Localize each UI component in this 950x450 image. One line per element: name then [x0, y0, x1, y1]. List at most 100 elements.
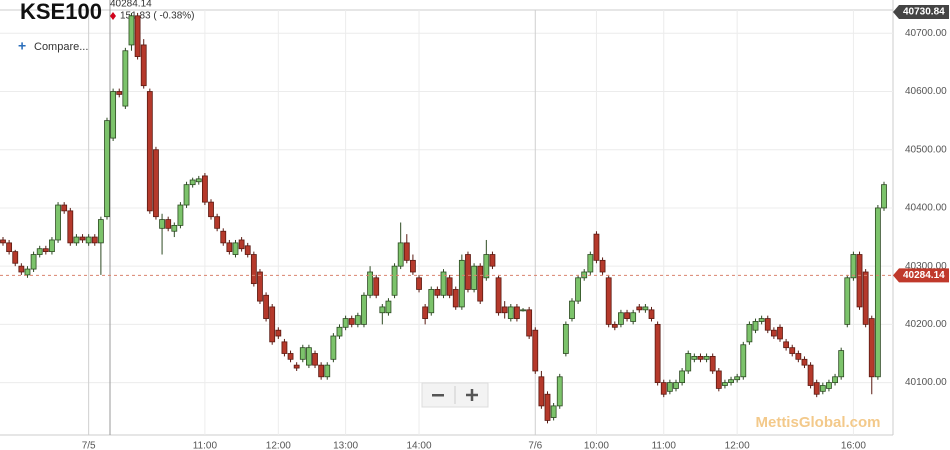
candle-body	[507, 306, 514, 319]
candle-body	[440, 271, 447, 296]
candle-body	[844, 277, 851, 325]
candle-body	[777, 326, 783, 340]
candle-body	[654, 323, 661, 384]
candle-body	[660, 382, 667, 395]
candle-body	[410, 259, 416, 273]
candle-body	[226, 242, 233, 253]
candle-body	[599, 259, 606, 273]
y-tick-label: 40200.00	[905, 319, 947, 330]
candle-body	[42, 248, 49, 253]
candle-body	[611, 323, 618, 328]
candle-body	[740, 344, 747, 378]
x-tick-label: 11:00	[193, 441, 218, 450]
x-tick-label: 16:00	[841, 441, 866, 450]
candle-body	[348, 318, 355, 325]
candle-body	[73, 236, 80, 244]
candle-body	[244, 245, 251, 255]
candle-body	[874, 207, 881, 378]
candle-body	[189, 179, 196, 186]
candle-body	[752, 321, 759, 331]
candle-body	[318, 364, 325, 378]
compare-button[interactable]: Compare...	[34, 41, 88, 53]
candle-body	[293, 364, 300, 369]
candle-body	[618, 312, 624, 325]
candle-body	[49, 239, 55, 253]
candle-body	[250, 254, 257, 285]
candle-body	[593, 233, 600, 261]
candle-body	[648, 309, 655, 319]
high-price-tag	[893, 5, 949, 19]
candle-body	[605, 277, 612, 325]
zoom-controls	[421, 382, 489, 408]
candle-body	[722, 382, 728, 386]
last-price-tag	[893, 268, 949, 283]
candle-body	[263, 294, 269, 319]
y-tick-label: 40500.00	[905, 144, 947, 155]
candle-body	[312, 353, 318, 366]
candle-body	[79, 236, 86, 241]
zoom-out[interactable]	[432, 394, 444, 397]
candle-body	[813, 382, 820, 395]
candle-body	[0, 239, 6, 244]
candle-body	[416, 277, 422, 290]
y-tick-label: 40400.00	[905, 203, 947, 214]
candle-body	[868, 318, 875, 378]
candle-body	[575, 277, 581, 302]
candle-body	[471, 265, 477, 290]
candle-body	[128, 15, 135, 46]
candle-body	[324, 364, 331, 378]
candle-body	[299, 347, 306, 360]
candle-body	[881, 184, 887, 209]
candle-body	[758, 318, 765, 322]
candle-body	[104, 120, 110, 218]
candle-body	[18, 265, 25, 273]
candle-body	[520, 309, 526, 312]
candle-body	[862, 271, 869, 325]
candle-body	[354, 315, 361, 325]
candle-body	[826, 382, 832, 389]
candle-body	[6, 242, 13, 253]
candle-body	[501, 306, 508, 314]
candle-body	[636, 306, 643, 311]
candle-body	[581, 271, 588, 279]
candle-body	[819, 385, 826, 392]
candle-body	[679, 370, 686, 384]
candle-body	[789, 347, 796, 354]
candle-body	[550, 405, 557, 418]
candle-body	[795, 353, 802, 360]
candle-body	[287, 353, 294, 360]
candle-body	[122, 50, 129, 107]
candle-body	[97, 219, 104, 244]
compare-icon[interactable]: +	[18, 38, 26, 54]
x-tick-label: 12:00	[725, 441, 750, 450]
candle-body	[110, 91, 117, 139]
candle-body	[214, 216, 221, 229]
candle-body	[685, 353, 692, 372]
candle-body	[257, 271, 263, 302]
candle-body	[30, 254, 37, 270]
candle-body	[67, 210, 74, 244]
candle-body	[159, 219, 165, 229]
zoom-in[interactable]	[466, 389, 478, 401]
y-tick-label: 40700.00	[905, 28, 947, 39]
high-price-label: 40730.84	[903, 7, 945, 18]
last-price-label: 40284.14	[903, 270, 945, 281]
candle-body	[183, 184, 190, 206]
candle-body	[728, 379, 734, 384]
candle-body	[55, 204, 61, 241]
candle-body	[134, 15, 141, 57]
candle-body	[624, 312, 630, 319]
candle-body	[177, 204, 184, 226]
candle-body	[195, 178, 202, 183]
x-tick-label: 11:00	[652, 441, 677, 450]
candle-body	[495, 277, 502, 314]
candle-body	[275, 329, 282, 337]
candle-body	[61, 204, 68, 212]
candle-body	[587, 254, 594, 273]
candle-body	[281, 341, 288, 354]
candle-body	[330, 335, 337, 360]
candle-body	[477, 265, 484, 302]
candle-body	[697, 356, 704, 360]
